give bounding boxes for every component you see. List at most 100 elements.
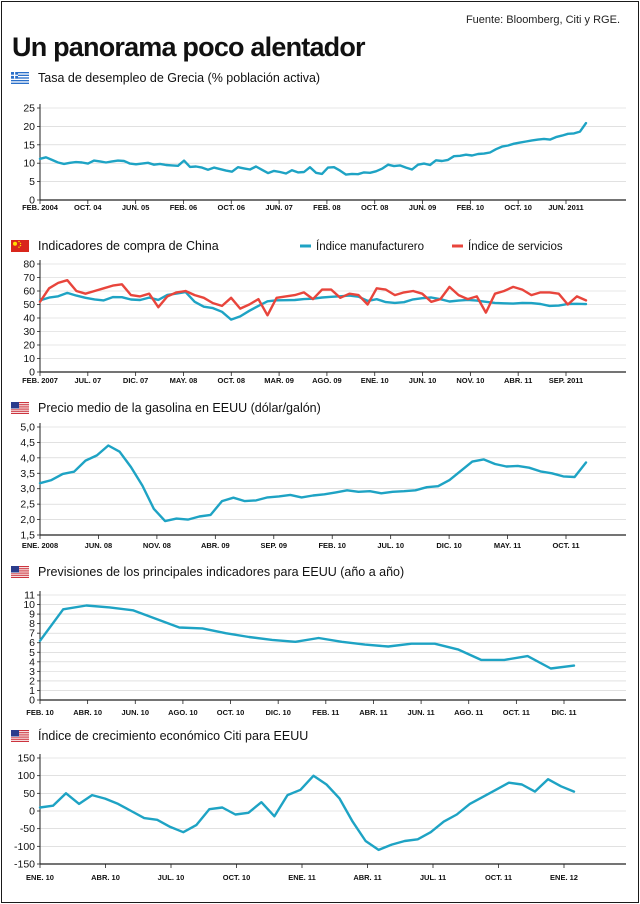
y-tick-label: 30 [23, 326, 35, 338]
x-tick-label: OCT. 04 [74, 203, 102, 212]
x-tick-label: OCT. 10 [504, 203, 532, 212]
greece-flag [11, 72, 29, 84]
series-line [38, 121, 588, 176]
y-tick-label: 2 [29, 675, 35, 687]
x-tick-label: DIC. 10 [265, 708, 290, 717]
y-tick-label: 40 [23, 313, 35, 325]
x-tick-label: JUL. 11 [420, 873, 446, 882]
chart-title: Previsiones de los principales indicador… [38, 565, 404, 579]
x-tick-label: ABR. 09 [201, 541, 230, 550]
y-tick-label: 4,5 [20, 437, 35, 449]
y-tick-label: 1,5 [20, 530, 35, 542]
chart-title: Precio medio de la gasolina en EEUU (dól… [38, 401, 321, 415]
x-tick-label: JUN. 05 [122, 203, 150, 212]
source-note: Fuente: Bloomberg, Citi y RGE. [465, 14, 620, 26]
y-tick-label: 100 [17, 770, 35, 782]
x-tick-label: FEB. 10 [318, 541, 346, 550]
x-tick-label: FEB. 2004 [22, 203, 59, 212]
y-tick-label: 0 [29, 367, 35, 379]
x-tick-label: DIC. 11 [551, 708, 576, 717]
series-line [38, 604, 576, 670]
usa-flag [11, 402, 29, 414]
y-tick-label: 5 [29, 176, 35, 188]
y-tick-label: 11 [24, 590, 35, 602]
x-tick-label: ENE. 11 [288, 873, 316, 882]
y-tick-label: 10 [23, 353, 35, 365]
y-tick-label: 4,0 [20, 452, 35, 464]
chart-4: Previsiones de los principales indicador… [11, 565, 626, 717]
y-tick-label: 25 [23, 103, 35, 115]
x-tick-label: ENE. 10 [26, 873, 54, 882]
x-tick-label: OCT. 11 [552, 541, 579, 550]
x-tick-label: OCT. 10 [223, 873, 251, 882]
usa-flag [11, 730, 29, 742]
chart-title: Índice de crecimiento económico Citi par… [38, 728, 308, 743]
y-tick-label: 70 [23, 272, 35, 284]
y-tick-label: -100 [14, 841, 35, 853]
page-title: Un panorama poco alentador [12, 32, 366, 62]
x-tick-label: OCT. 10 [217, 708, 245, 717]
x-tick-label: MAR. 09 [264, 376, 294, 385]
y-tick-label: 10 [23, 599, 35, 611]
chart-title: Indicadores de compra de China [38, 239, 219, 253]
y-tick-label: 20 [23, 121, 35, 133]
x-tick-label: ENE. 12 [550, 873, 578, 882]
y-tick-label: 8 [29, 618, 35, 630]
y-tick-label: 1 [29, 685, 35, 697]
x-tick-label: AGO. 10 [168, 708, 198, 717]
x-tick-label: JUL. 10 [377, 541, 404, 550]
y-tick-label: 80 [23, 259, 35, 271]
x-tick-label: ABR. 11 [359, 708, 387, 717]
x-tick-label: DIC. 10 [436, 541, 461, 550]
x-tick-label: FEB. 10 [457, 203, 485, 212]
x-tick-label: NOV. 10 [456, 376, 484, 385]
x-tick-label: ABR. 10 [73, 708, 102, 717]
y-tick-label: 2,0 [20, 514, 35, 526]
y-tick-label: 5,0 [20, 422, 35, 434]
y-tick-label: 50 [23, 299, 35, 311]
x-tick-label: ENE. 2008 [22, 541, 58, 550]
y-tick-label: 60 [23, 286, 35, 298]
chart-3: Precio medio de la gasolina en EEUU (dól… [11, 401, 626, 550]
y-tick-label: 10 [23, 158, 35, 170]
y-tick-label: 150 [17, 753, 35, 765]
chart-title: Tasa de desempleo de Grecia (% población… [38, 71, 320, 85]
china-flag [11, 240, 29, 252]
x-tick-label: ENE. 10 [361, 376, 389, 385]
legend-label: Índice de servicios [468, 240, 563, 253]
x-tick-label: NOV. 08 [143, 541, 171, 550]
series-line [38, 444, 588, 523]
x-tick-label: JUL. 07 [74, 376, 101, 385]
y-tick-label: -150 [14, 859, 35, 871]
y-tick-label: 4 [29, 656, 35, 668]
y-tick-label: 15 [23, 139, 35, 151]
x-tick-label: JUN. 08 [85, 541, 113, 550]
y-tick-label: 7 [29, 628, 35, 640]
x-tick-label: OCT. 06 [218, 203, 246, 212]
y-tick-label: 0 [29, 806, 35, 818]
chart-1: Tasa de desempleo de Grecia (% población… [11, 71, 626, 212]
y-tick-label: -50 [20, 823, 35, 835]
x-tick-label: SEP. 2011 [549, 376, 583, 385]
y-tick-label: 6 [29, 637, 35, 649]
x-tick-label: JUL. 10 [158, 873, 185, 882]
x-tick-label: JUN. 07 [265, 203, 293, 212]
x-tick-label: DIC. 07 [123, 376, 148, 385]
x-tick-label: JUN. 11 [408, 708, 435, 717]
y-tick-label: 50 [23, 788, 35, 800]
x-tick-label: AGO. 11 [454, 708, 483, 717]
chart-5: Índice de crecimiento económico Citi par… [11, 728, 626, 882]
y-tick-label: 9 [29, 609, 35, 621]
x-tick-label: FEB. 06 [170, 203, 198, 212]
usa-flag [11, 566, 29, 578]
y-tick-label: 3 [29, 666, 35, 678]
x-tick-label: OCT. 11 [485, 873, 512, 882]
x-tick-label: ABR. 11 [504, 376, 532, 385]
x-tick-label: MAY. 08 [170, 376, 198, 385]
x-tick-label: AGO. 09 [312, 376, 342, 385]
x-tick-label: OCT. 08 [218, 376, 246, 385]
series-line [38, 279, 588, 317]
